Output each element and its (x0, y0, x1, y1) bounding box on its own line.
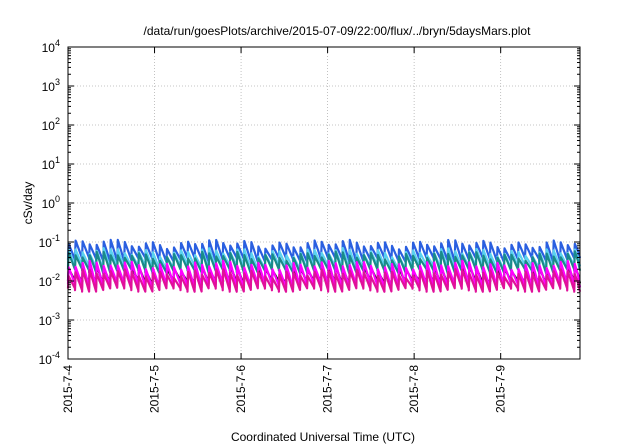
y-axis-label: cSv/day (21, 182, 35, 225)
y-tick-label: 10-1 (39, 233, 60, 250)
x-tick-label: 2015-7-6 (234, 365, 248, 413)
axis-ticks (67, 46, 580, 360)
y-tick-label: 103 (42, 77, 60, 94)
series-lines (66, 238, 582, 293)
y-tick-label: 10-3 (39, 311, 60, 328)
y-tick-label: 10-2 (39, 272, 60, 289)
x-tick-label: 2015-7-8 (407, 365, 421, 413)
series-line (66, 268, 582, 293)
y-tick-label: 100 (42, 194, 60, 211)
x-tick-label: 2015-7-4 (61, 365, 75, 413)
y-tick-label: 10-4 (39, 350, 60, 367)
y-tick-label: 101 (42, 155, 60, 172)
x-tick-label: 2015-7-7 (321, 365, 335, 413)
grid-lines (68, 47, 580, 359)
y-tick-label: 104 (42, 38, 60, 55)
x-tick-label: 2015-7-5 (148, 365, 162, 413)
x-tick-labels: 2015-7-4 2015-7-5 2015-7-6 2015-7-7 2015-7-8… (61, 365, 508, 413)
x-tick-label: 2015-7-9 (494, 365, 508, 413)
y-tick-labels: 10-4 10-3 10-2 10-1 100 101 102 103 104 (39, 38, 60, 367)
y-tick-label: 102 (42, 116, 60, 133)
chart-title: /data/run/goesPlots/archive/2015-07-09/2… (144, 24, 532, 38)
series-line (66, 238, 582, 263)
x-axis-label: Coordinated Universal Time (UTC) (231, 430, 415, 444)
series-line (66, 246, 582, 271)
